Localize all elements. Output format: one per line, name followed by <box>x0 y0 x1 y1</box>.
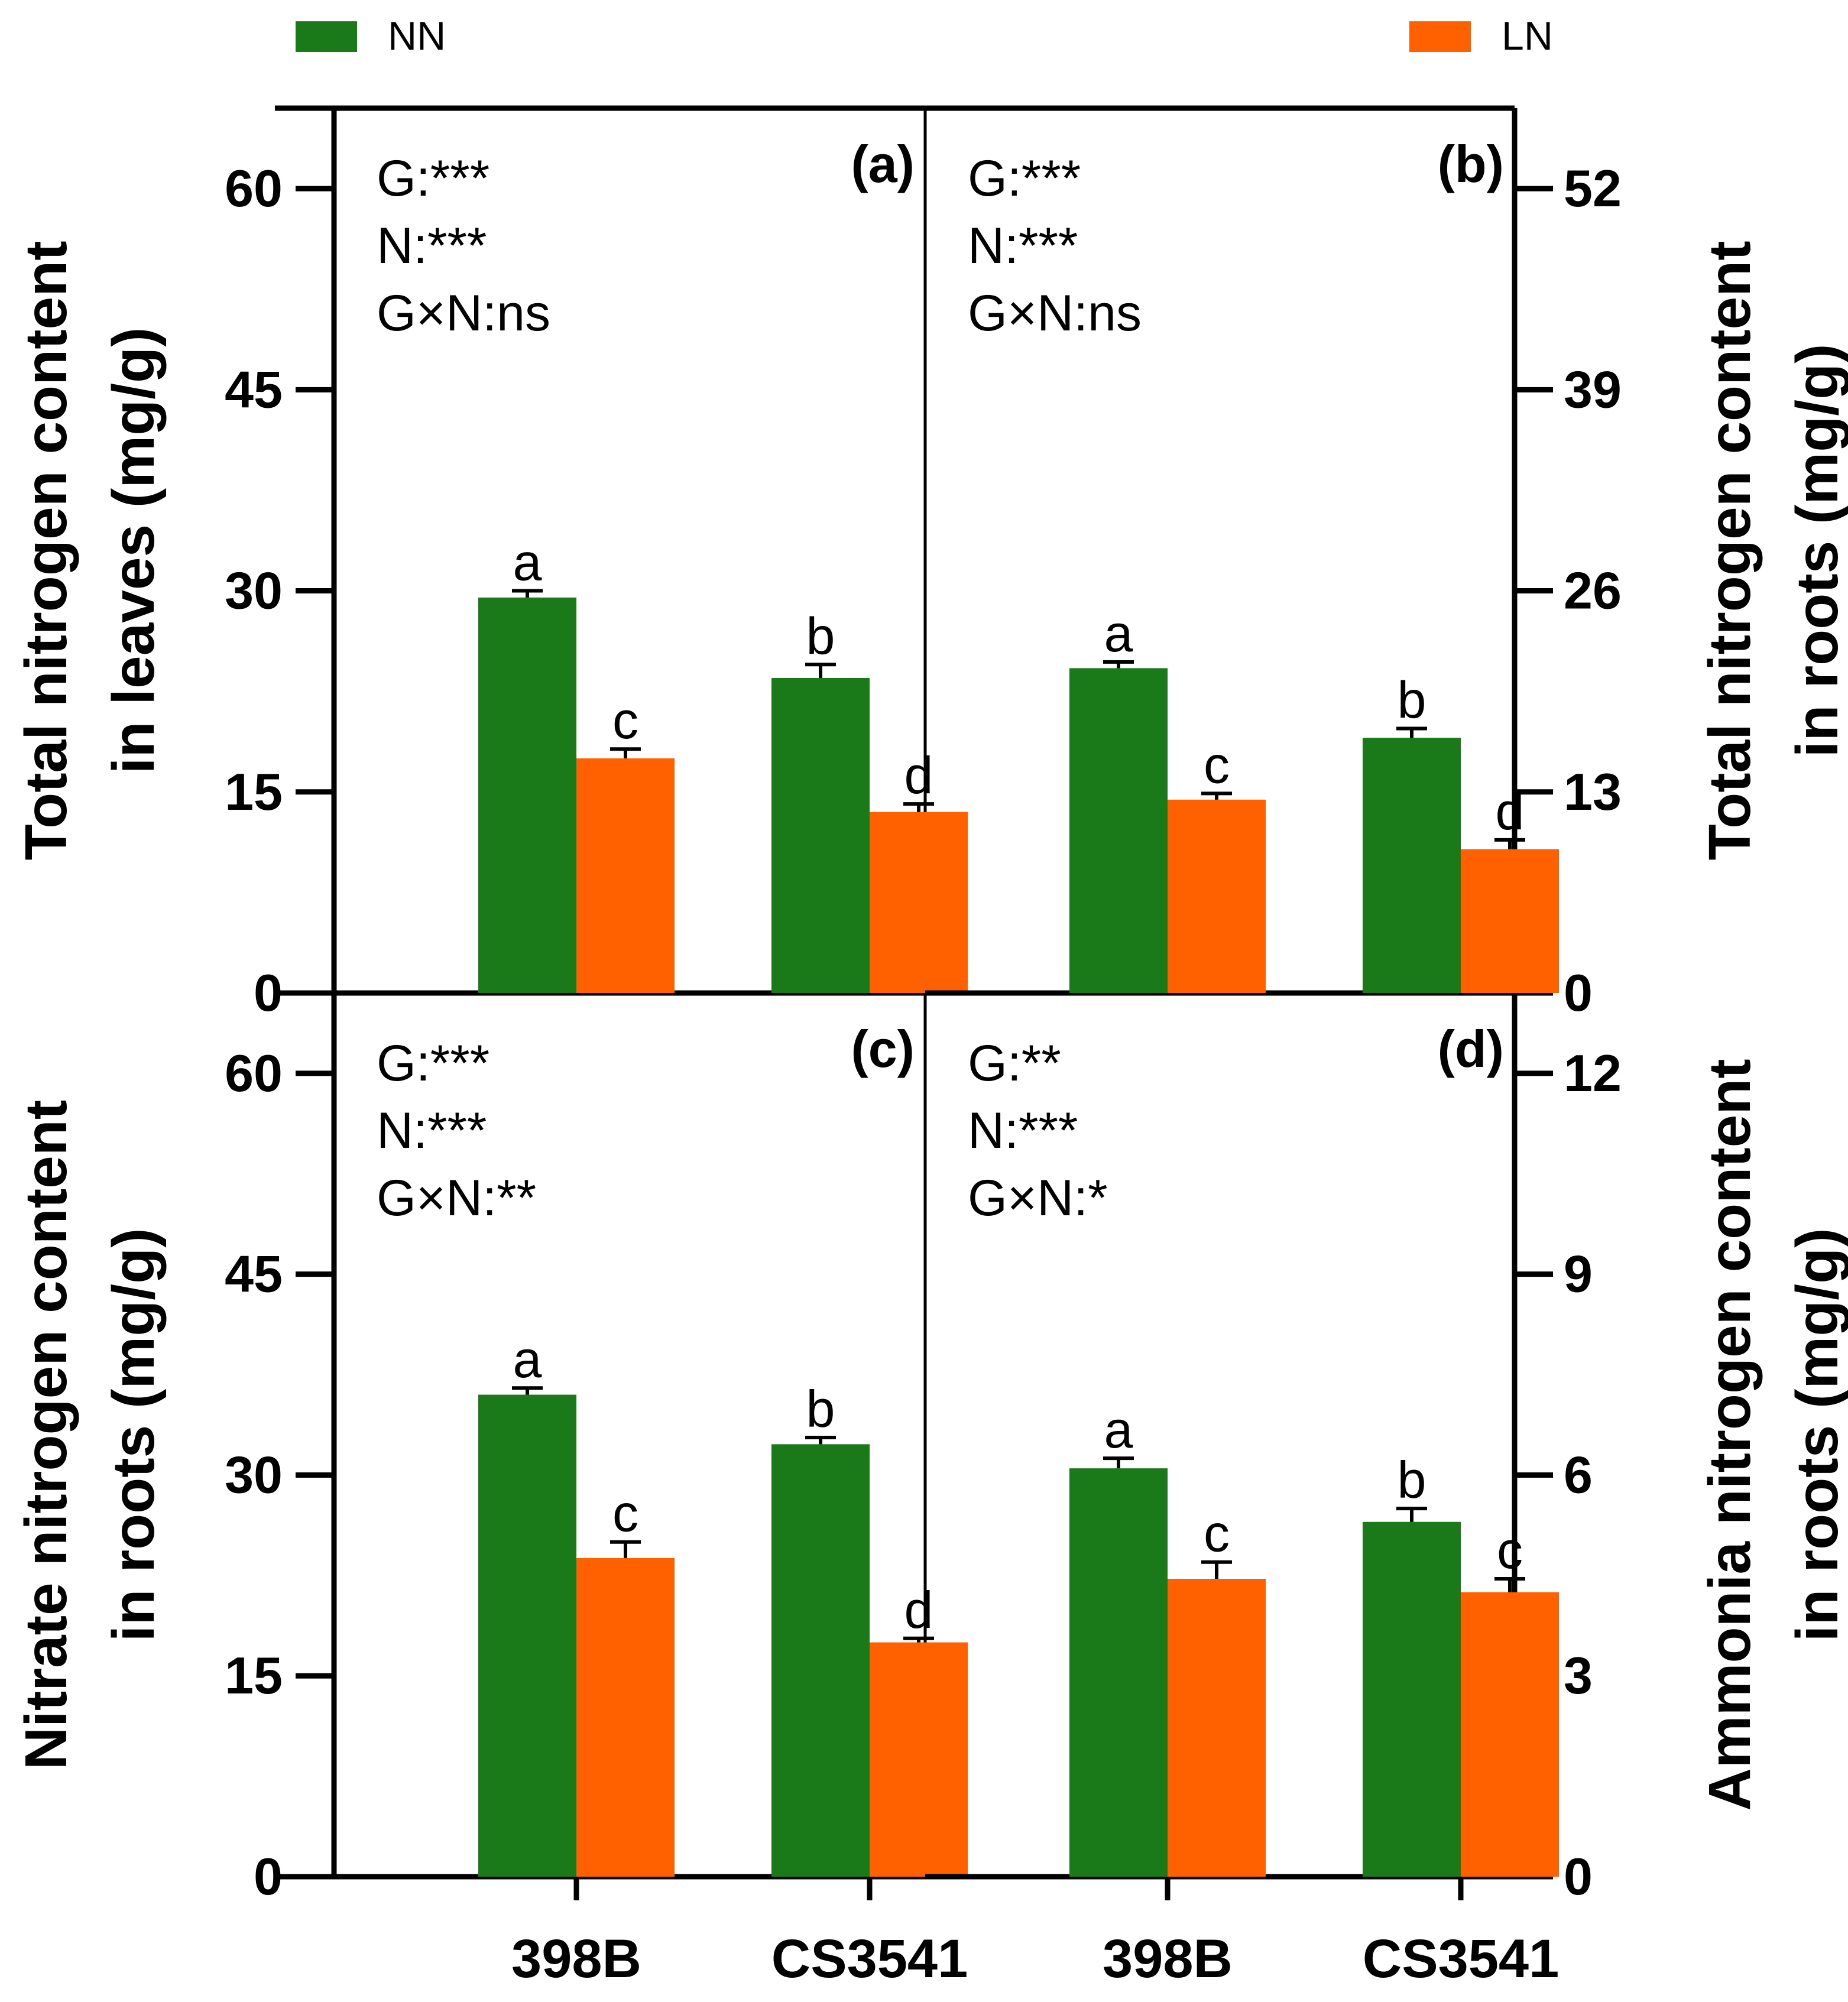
y-axis-title: Ammonia nitrogen content in roots (mg/g) <box>1697 1059 1848 1810</box>
legend: NN LN <box>296 14 1553 59</box>
y-tick-label: 60 <box>225 159 283 218</box>
y-tick-label: 3 <box>1564 1646 1593 1705</box>
y-axis-title-line: in roots (mg/g) <box>1784 344 1848 758</box>
significance-letter: d <box>1496 782 1525 841</box>
significance-letter: c <box>612 1484 638 1543</box>
significance-letter: d <box>904 1581 933 1639</box>
stats-annotation: G:*** <box>377 150 489 207</box>
y-axis-title-line: Ammonia nitrogen content <box>1697 1059 1763 1810</box>
bar-nn-cs3541 <box>1363 738 1461 993</box>
y-tick-label: 9 <box>1564 1245 1593 1303</box>
y-axis-title: Total nitrogen content in roots (mg/g) <box>1697 241 1848 860</box>
bar-ln-cs3541 <box>1461 849 1559 993</box>
legend-label-nn: NN <box>388 14 446 59</box>
x-tick-label-cs3541: CS3541 <box>771 1929 968 1989</box>
significance-letter: a <box>513 1330 542 1388</box>
y-axis-title-line: Total nitrogen content <box>1697 241 1763 860</box>
y-axis-title-line: Nitrate nitrogen content <box>13 1100 79 1770</box>
y-tick-label: 0 <box>1564 1847 1593 1906</box>
y-axis-title-line: in roots (mg/g) <box>1784 1228 1848 1642</box>
bar-nn-398b <box>1069 1468 1168 1877</box>
y-tick-label: 15 <box>225 1646 283 1705</box>
y-tick-label: 6 <box>1564 1445 1593 1504</box>
bar-ln-398b <box>576 758 675 993</box>
y-tick-label: 30 <box>225 562 283 620</box>
stats-annotation: G×N:ns <box>968 285 1142 342</box>
panel-b: 0 13 26 39 52 a c b d G:*** N:*** G×N:ns (b) Total ni… <box>925 135 1848 1022</box>
x-tick-label-398b: 398B <box>1103 1929 1233 1989</box>
y-axis-title-line: Total nitrogen content <box>13 241 79 860</box>
significance-letter: a <box>1104 604 1133 663</box>
bar-ln-398b <box>576 1558 675 1877</box>
legend-swatch-ln <box>1409 21 1471 52</box>
y-tick-label: 0 <box>254 963 283 1022</box>
panel-label: (a) <box>851 135 915 193</box>
y-tick-label: 13 <box>1564 762 1622 821</box>
y-tick-label: 39 <box>1564 360 1622 418</box>
y-axis-title: Total nitrogen content in leaves (mg/g) <box>13 241 167 860</box>
stats-annotation: N:*** <box>968 218 1078 274</box>
stats-annotation: G:*** <box>968 150 1081 207</box>
bar-ln-cs3541 <box>870 812 968 993</box>
significance-letter: c <box>612 691 638 749</box>
panel-label: (c) <box>851 1020 915 1078</box>
panel-d: 0 3 6 9 12 a c 398B b c CS3541 G:** N:*** G×N:* (d) Amm… <box>925 1020 1848 1989</box>
bar-nn-cs3541 <box>1363 1521 1461 1877</box>
stats-annotation: G×N:ns <box>377 285 550 342</box>
stats-annotation: G:*** <box>377 1035 489 1092</box>
y-tick-label: 26 <box>1564 562 1622 620</box>
y-tick-label: 12 <box>1564 1044 1622 1102</box>
bar-nn-398b <box>478 597 576 993</box>
x-tick-label-cs3541: CS3541 <box>1363 1929 1559 1989</box>
y-tick-label: 60 <box>225 1044 283 1102</box>
significance-letter: c <box>1497 1521 1523 1579</box>
stats-annotation: N:*** <box>968 1102 1078 1159</box>
legend-label-ln: LN <box>1502 14 1553 59</box>
y-tick-label: 45 <box>225 1245 283 1303</box>
panel-label: (b) <box>1438 135 1504 193</box>
bar-ln-cs3541 <box>870 1642 968 1877</box>
significance-letter: a <box>513 533 542 592</box>
panel-a: 0 15 30 45 60 a c b d G:*** N:*** G×N:ns (a) Total ni… <box>13 135 968 1022</box>
significance-letter: b <box>1398 670 1426 729</box>
y-tick-label: 0 <box>254 1847 283 1906</box>
bar-nn-cs3541 <box>771 1444 870 1877</box>
bar-nn-398b <box>478 1394 576 1877</box>
significance-letter: b <box>806 606 835 665</box>
y-axis-title-line: in roots (mg/g) <box>100 1228 167 1642</box>
panel-c: 0 15 30 45 60 a c 398B b d CS3541 G:*** N:*** G×N:** (… <box>13 1020 968 1989</box>
x-tick-label-398b: 398B <box>511 1929 641 1989</box>
significance-letter: a <box>1104 1400 1133 1459</box>
significance-letter: b <box>806 1380 835 1438</box>
y-tick-label: 0 <box>1564 963 1593 1022</box>
y-tick-label: 15 <box>225 762 283 821</box>
stats-annotation: G×N:* <box>968 1170 1108 1226</box>
bar-nn-398b <box>1069 668 1168 993</box>
significance-letter: d <box>904 746 933 804</box>
significance-letter: b <box>1398 1451 1426 1509</box>
bar-ln-cs3541 <box>1461 1592 1559 1877</box>
bar-ln-398b <box>1168 1579 1266 1877</box>
stats-annotation: N:*** <box>377 1102 487 1159</box>
legend-swatch-nn <box>296 21 357 52</box>
stats-annotation: N:*** <box>377 218 487 274</box>
bar-ln-398b <box>1168 799 1266 993</box>
stats-annotation: G×N:** <box>377 1170 536 1226</box>
bar-nn-cs3541 <box>771 677 870 993</box>
y-tick-label: 45 <box>225 360 283 418</box>
panel-label: (d) <box>1438 1020 1504 1078</box>
significance-letter: c <box>1204 735 1230 794</box>
y-axis-title-line: in leaves (mg/g) <box>100 327 167 774</box>
significance-letter: c <box>1204 1504 1230 1563</box>
y-tick-label: 30 <box>225 1445 283 1504</box>
y-tick-label: 52 <box>1564 159 1622 218</box>
y-axis-title: Nitrate nitrogen content in roots (mg/g) <box>13 1100 167 1770</box>
stats-annotation: G:** <box>968 1035 1061 1092</box>
